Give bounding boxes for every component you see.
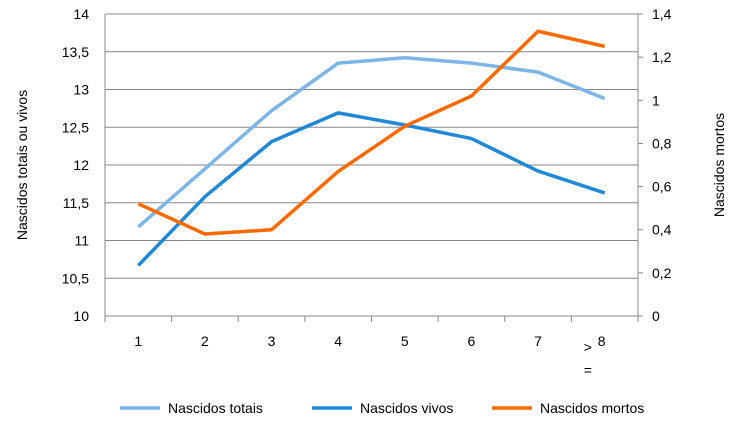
y2-tick-label: 1 bbox=[652, 92, 660, 108]
x-tick-label: 6 bbox=[468, 333, 476, 349]
y-tick-label: 10,5 bbox=[62, 270, 89, 286]
x-tick-label: 8 bbox=[598, 333, 606, 349]
y-tick-label: 11 bbox=[74, 233, 89, 249]
x-tick-label: > bbox=[584, 339, 592, 355]
y2-tick-label: 1,4 bbox=[652, 6, 672, 22]
series-line-0 bbox=[137, 56, 606, 229]
x-tick-label: 1 bbox=[134, 333, 142, 349]
x-tick-label: 4 bbox=[334, 333, 342, 349]
y2-tick-label: 0 bbox=[652, 308, 660, 324]
y-tick-label: 11,5 bbox=[63, 195, 89, 211]
x-tick-label: 7 bbox=[534, 333, 542, 349]
y2-tick-label: 0,8 bbox=[652, 135, 672, 151]
y2-tick-label: 0,2 bbox=[652, 265, 672, 281]
series-line-1 bbox=[137, 111, 606, 267]
y2-tick-label: 0,4 bbox=[652, 222, 672, 238]
x-tick-label: 3 bbox=[268, 333, 276, 349]
x-tick-label: 2 bbox=[201, 333, 209, 349]
x-tick-label: = bbox=[584, 362, 592, 378]
y2-axis-label: Nascidos mortos bbox=[711, 113, 727, 217]
legend-label: Nascidos mortos bbox=[540, 400, 644, 416]
y-tick-label: 12 bbox=[73, 157, 89, 173]
y-tick-label: 10 bbox=[73, 308, 89, 324]
y-tick-label: 14 bbox=[73, 6, 89, 22]
legend-label: Nascidos totais bbox=[168, 400, 263, 416]
y2-tick-label: 1,2 bbox=[652, 49, 672, 65]
series-line-2 bbox=[137, 29, 606, 236]
y-tick-label: 13,5 bbox=[62, 44, 89, 60]
y-axis-label: Nascidos totais ou vivos bbox=[14, 90, 30, 240]
y-tick-label: 12,5 bbox=[62, 119, 89, 135]
y-tick-label: 13 bbox=[73, 82, 89, 98]
x-tick-label: 5 bbox=[401, 333, 409, 349]
y2-tick-label: 0,6 bbox=[652, 179, 672, 195]
legend-label: Nascidos vivos bbox=[360, 400, 453, 416]
